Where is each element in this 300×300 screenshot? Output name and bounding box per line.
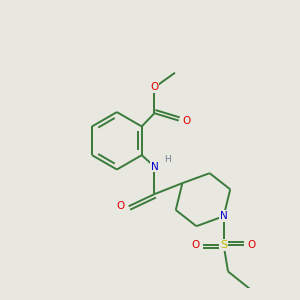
Text: O: O [116, 201, 125, 211]
Text: N: N [151, 162, 158, 172]
Text: O: O [248, 240, 256, 250]
Text: S: S [220, 240, 227, 250]
Text: O: O [191, 240, 200, 250]
Text: N: N [220, 211, 227, 221]
Text: O: O [150, 82, 158, 92]
Text: H: H [164, 155, 171, 164]
Text: O: O [183, 116, 191, 126]
